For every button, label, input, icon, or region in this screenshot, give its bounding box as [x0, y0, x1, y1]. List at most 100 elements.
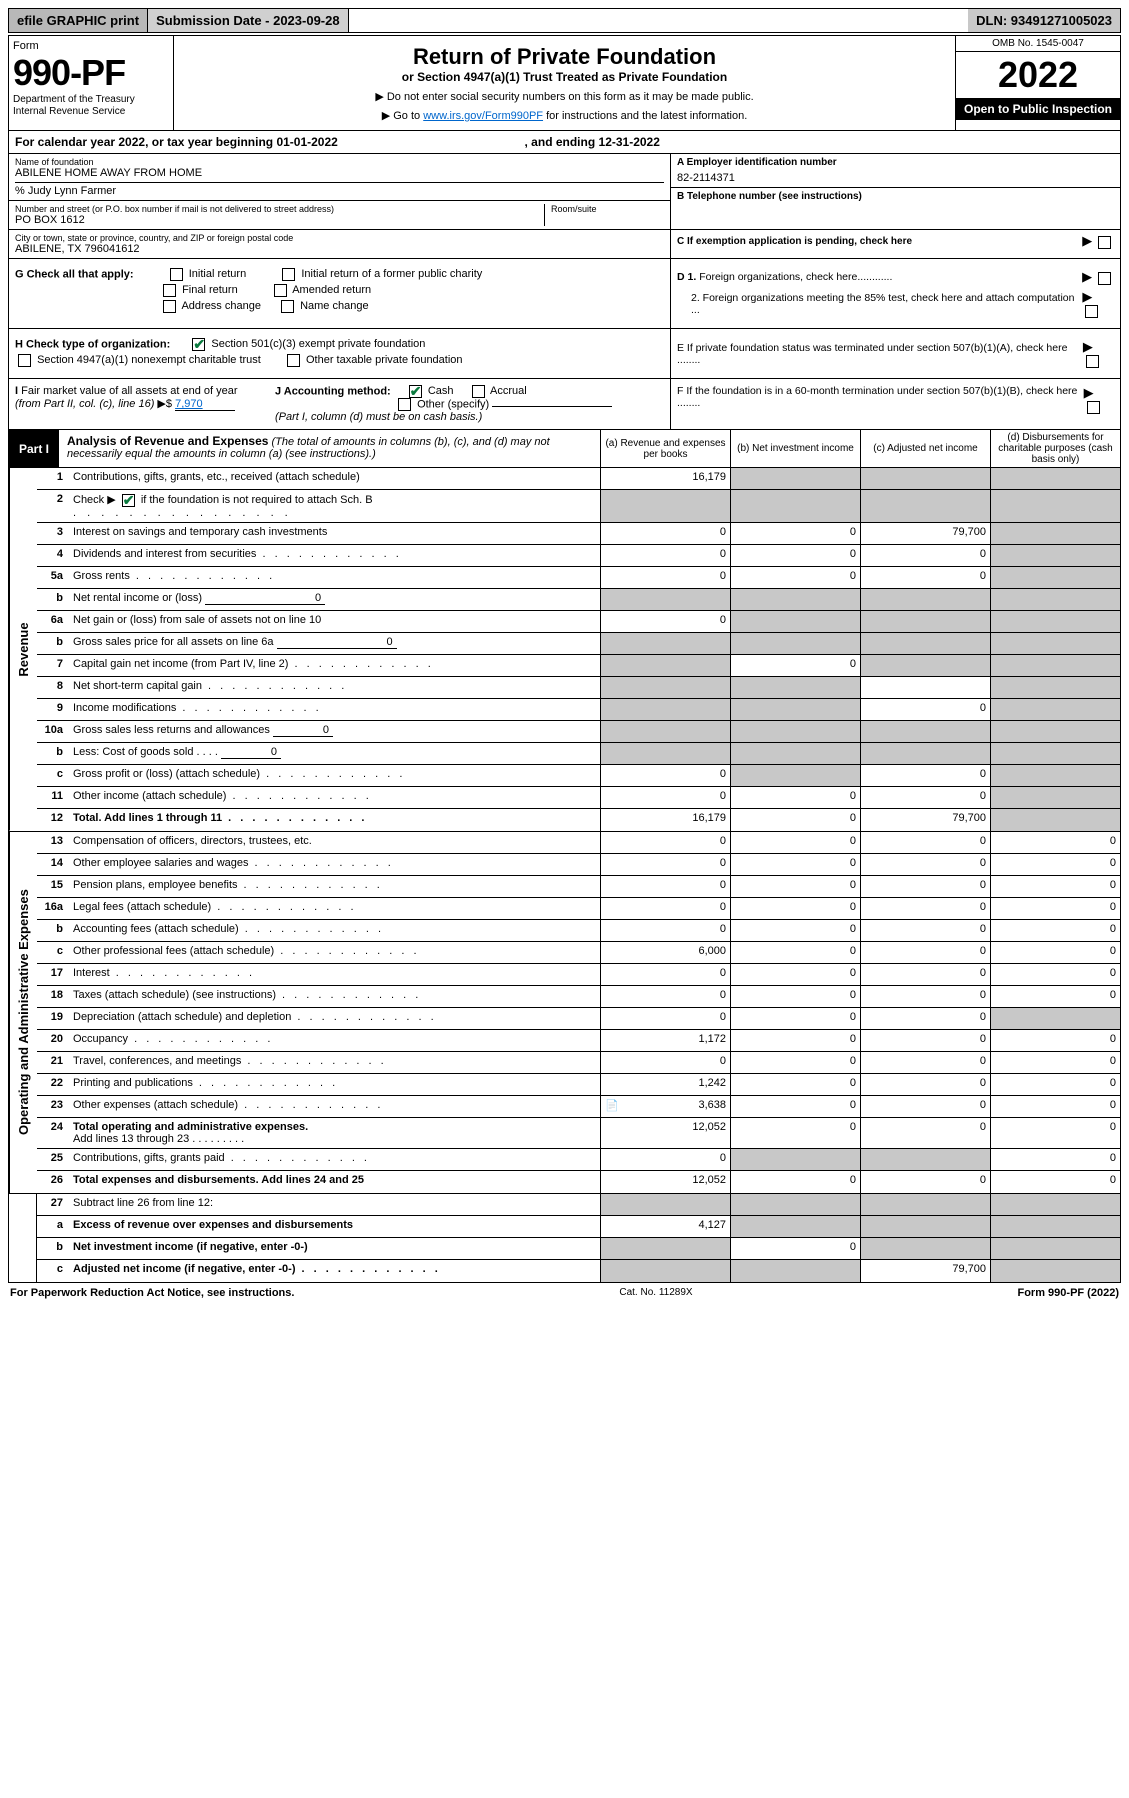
- h-4947-checkbox[interactable]: [18, 354, 31, 367]
- net-grid: 27Subtract line 26 from line 12: aExcess…: [8, 1194, 1121, 1283]
- page-footer: For Paperwork Reduction Act Notice, see …: [8, 1283, 1121, 1303]
- omb-number: OMB No. 1545-0047: [956, 36, 1120, 52]
- exemption-row: C If exemption application is pending, c…: [671, 230, 1120, 252]
- foundation-name-row: Name of foundation ABILENE HOME AWAY FRO…: [9, 154, 670, 201]
- foundation-name: ABILENE HOME AWAY FROM HOME: [15, 167, 664, 179]
- row-3: 3Interest on savings and temporary cash …: [37, 523, 1120, 545]
- dept-treasury: Department of the Treasury: [13, 94, 169, 106]
- instr-1: ▶ Do not enter social security numbers o…: [182, 90, 947, 103]
- year-post: , and ending 12-31-2022: [525, 135, 660, 149]
- g-initial-checkbox[interactable]: [170, 268, 183, 281]
- g-final: Final return: [182, 284, 238, 296]
- row-20: 20Occupancy1,172000: [37, 1030, 1120, 1052]
- footer-mid: Cat. No. 11289X: [619, 1287, 692, 1299]
- h-501c3: Section 501(c)(3) exempt private foundat…: [211, 338, 425, 350]
- form-title: Return of Private Foundation: [182, 44, 947, 70]
- city-row: City or town, state or province, country…: [9, 230, 670, 258]
- d2-label: 2. Foreign organizations meeting the 85%…: [677, 292, 1082, 316]
- revenue-side-label: Revenue: [9, 468, 37, 831]
- form-label: Form: [13, 40, 169, 52]
- form-link[interactable]: www.irs.gov/Form990PF: [423, 110, 543, 122]
- row-9: 9Income modifications0: [37, 699, 1120, 721]
- calendar-year-line: For calendar year 2022, or tax year begi…: [8, 131, 1121, 154]
- city-value: ABILENE, TX 796041612: [15, 243, 664, 255]
- instr-2-post: for instructions and the latest informat…: [546, 110, 747, 122]
- top-bar: efile GRAPHIC print Submission Date - 20…: [8, 8, 1121, 33]
- expenses-side-label: Operating and Administrative Expenses: [9, 832, 37, 1193]
- phone-row: B Telephone number (see instructions): [671, 188, 1120, 230]
- row-10c: cGross profit or (loss) (attach schedule…: [37, 765, 1120, 787]
- h-other: Other taxable private foundation: [306, 354, 463, 366]
- row-16a: 16aLegal fees (attach schedule)0000: [37, 898, 1120, 920]
- year-pre: For calendar year 2022, or tax year begi…: [15, 135, 338, 149]
- h-501c3-checkbox[interactable]: [192, 338, 205, 351]
- d1-checkbox[interactable]: [1098, 272, 1111, 285]
- arrow-icon: ▶: [1082, 233, 1092, 248]
- part1-desc: Analysis of Revenue and Expenses (The to…: [59, 430, 600, 467]
- city-label: City or town, state or province, country…: [15, 233, 664, 243]
- row-18: 18Taxes (attach schedule) (see instructi…: [37, 986, 1120, 1008]
- row-5b: bNet rental income or (loss) 0: [37, 589, 1120, 611]
- form-subtitle: or Section 4947(a)(1) Trust Treated as P…: [182, 70, 947, 84]
- h-other-checkbox[interactable]: [287, 354, 300, 367]
- c-label: C If exemption application is pending, c…: [677, 236, 912, 247]
- ij-f-block: I Fair market value of all assets at end…: [8, 379, 1121, 430]
- row-1: 1Contributions, gifts, grants, etc., rec…: [37, 468, 1120, 490]
- j-other: Other (specify): [417, 398, 489, 410]
- g-address: Address change: [181, 300, 261, 312]
- row-5a: 5aGross rents000: [37, 567, 1120, 589]
- row-10b: bLess: Cost of goods sold . . . . 0: [37, 743, 1120, 765]
- arrow-icon: ▶: [1083, 339, 1093, 354]
- g-initial-former: Initial return of a former public charit…: [301, 268, 482, 280]
- submission-date: Submission Date - 2023-09-28: [148, 9, 349, 32]
- sch-b-checkbox[interactable]: [122, 494, 135, 507]
- g-final-checkbox[interactable]: [163, 284, 176, 297]
- g-name-checkbox[interactable]: [281, 300, 294, 313]
- d2-checkbox[interactable]: [1085, 305, 1098, 318]
- g-address-checkbox[interactable]: [163, 300, 176, 313]
- row-15: 15Pension plans, employee benefits0000: [37, 876, 1120, 898]
- row-13: 13Compensation of officers, directors, t…: [37, 832, 1120, 854]
- form-header: Form 990-PF Department of the Treasury I…: [8, 35, 1121, 131]
- h-4947: Section 4947(a)(1) nonexempt charitable …: [37, 354, 261, 366]
- row-16b: bAccounting fees (attach schedule)0000: [37, 920, 1120, 942]
- attachment-icon[interactable]: 3,638: [600, 1096, 730, 1117]
- room-label: Room/suite: [551, 204, 664, 214]
- c-checkbox[interactable]: [1098, 236, 1111, 249]
- f-checkbox[interactable]: [1087, 401, 1100, 414]
- row-22: 22Printing and publications1,242000: [37, 1074, 1120, 1096]
- name-label: Name of foundation: [15, 157, 664, 167]
- f-row: F If the foundation is in a 60-month ter…: [677, 385, 1114, 414]
- j-accrual-checkbox[interactable]: [472, 385, 485, 398]
- instr-2-pre: ▶ Go to: [382, 110, 423, 122]
- g-label: G Check all that apply:: [15, 268, 134, 280]
- ein-value: 82-2114371: [677, 168, 1114, 184]
- part1-header: Part I Analysis of Revenue and Expenses …: [8, 430, 1121, 468]
- e-row: E If private foundation status was termi…: [677, 339, 1114, 368]
- row-24: 24Total operating and administrative exp…: [37, 1118, 1120, 1149]
- part1-title: Analysis of Revenue and Expenses: [67, 434, 268, 448]
- arrow-icon: ▶: [1084, 385, 1094, 400]
- col-b-head: (b) Net investment income: [730, 430, 860, 467]
- e-checkbox[interactable]: [1086, 355, 1099, 368]
- j-cash-checkbox[interactable]: [409, 385, 422, 398]
- j-other-checkbox[interactable]: [398, 398, 411, 411]
- g-initial-former-checkbox[interactable]: [282, 268, 295, 281]
- g-amended-checkbox[interactable]: [274, 284, 287, 297]
- row-16c: cOther professional fees (attach schedul…: [37, 942, 1120, 964]
- phone-label: B Telephone number (see instructions): [677, 191, 1114, 202]
- j-accrual: Accrual: [490, 385, 527, 397]
- row-26: 26Total expenses and disbursements. Add …: [37, 1171, 1120, 1193]
- arrow-icon: ▶: [1082, 269, 1092, 284]
- row-2: 2Check ▶ if the foundation is not requir…: [37, 490, 1120, 523]
- check-block-he: H Check type of organization: Section 50…: [8, 329, 1121, 379]
- arrow-icon: ▶: [1082, 289, 1092, 304]
- row-10a: 10aGross sales less returns and allowanc…: [37, 721, 1120, 743]
- efile-label[interactable]: efile GRAPHIC print: [9, 9, 148, 32]
- row-11: 11Other income (attach schedule)000: [37, 787, 1120, 809]
- row-23: 23Other expenses (attach schedule)3,6380…: [37, 1096, 1120, 1118]
- row-19: 19Depreciation (attach schedule) and dep…: [37, 1008, 1120, 1030]
- j-cash: Cash: [428, 385, 454, 397]
- g-row: G Check all that apply: Initial return I…: [15, 268, 664, 281]
- d1-row: D 1. D 1. Foreign organizations, check h…: [677, 269, 1114, 285]
